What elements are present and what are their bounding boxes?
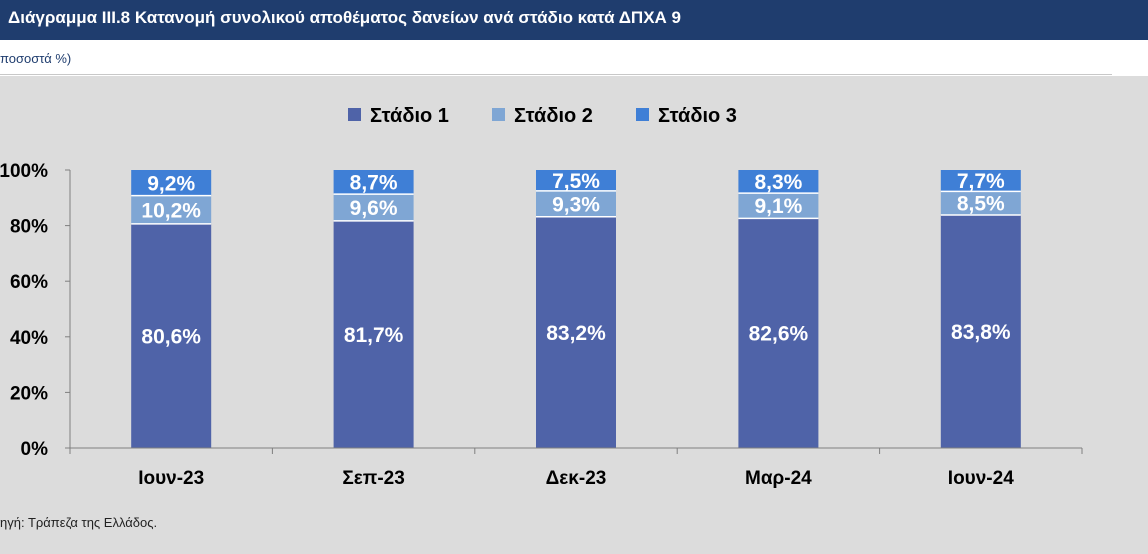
data-label: 9,6%: [350, 197, 398, 220]
bar-segment: [333, 220, 414, 448]
x-tick-label: Ιουν-24: [948, 468, 1014, 489]
x-tick-label: Σεπ-23: [342, 468, 404, 489]
bar-segment: [940, 191, 1021, 216]
data-label: 9,2%: [147, 172, 195, 195]
legend-swatch: [492, 108, 505, 121]
data-label: 10,2%: [141, 199, 201, 222]
data-label: 7,5%: [552, 170, 600, 193]
bar-segment: [738, 218, 819, 448]
data-label: 83,8%: [951, 321, 1011, 344]
legend-swatch: [636, 108, 649, 121]
title-bar: [0, 0, 1148, 40]
chart-title: Διάγραμμα ΙΙΙ.8 Κατανομή συνολικού αποθέ…: [8, 8, 681, 27]
bar-segment: [333, 194, 414, 221]
legend-label: Στάδιο 1: [370, 105, 449, 127]
data-label: 8,7%: [350, 172, 398, 195]
bar-segment: [536, 190, 616, 217]
y-tick-label: 40%: [10, 328, 48, 349]
y-tick-label: 80%: [10, 217, 48, 238]
bar-segment: [536, 170, 616, 191]
bar-segment: [333, 170, 414, 195]
stacked-bar-chart: Στάδιο 1 Στάδιο 2 Στάδιο 3 0% 20% 40% 60% 80% 1…: [0, 105, 1083, 489]
bar-segment: [940, 215, 1021, 448]
subtitle-divider: [0, 74, 1112, 75]
subtitle-bar: [0, 40, 1148, 76]
y-tick-label: 0%: [21, 439, 49, 460]
x-tick-label: Μαρ-24: [745, 468, 812, 489]
bar-segment: [131, 223, 212, 448]
bar-segment: [131, 195, 212, 224]
bars-area: 80,6% 10,2% 9,2% 81,7% 9,6%8,7% 83,2% 9,3%7,5%…: [131, 170, 1021, 448]
data-label: 9,3%: [552, 193, 600, 216]
x-tick-label: Δεκ-23: [546, 468, 607, 489]
data-label: 8,5%: [957, 193, 1005, 216]
x-tick-label: Ιουν-23: [138, 468, 204, 489]
y-axis: 0% 20% 40% 60% 80% 100%: [0, 161, 71, 460]
legend-label: Στάδιο 2: [514, 105, 593, 127]
y-tick-label: 100%: [0, 161, 48, 182]
data-label: 7,7%: [957, 170, 1005, 193]
y-tick-label: 60%: [10, 272, 48, 293]
data-label: 82,6%: [749, 323, 809, 346]
data-label: 9,1%: [754, 195, 802, 218]
data-label: 80,6%: [141, 325, 201, 348]
y-tick-label: 20%: [10, 383, 48, 404]
bar-segment: [131, 170, 212, 196]
legend-swatch: [348, 108, 361, 121]
bar-segment: [536, 216, 616, 448]
x-axis: Ιουν-23 Σεπ-23 Δεκ-23 Μαρ-24 Ιουν-24: [69, 447, 1083, 489]
legend-label: Στάδιο 3: [658, 105, 737, 127]
data-label: 83,2%: [546, 322, 606, 345]
data-label: 81,7%: [344, 324, 404, 347]
bar-segment: [738, 170, 819, 194]
source-note: ηγή: Τράπεζα της Ελλάδος.: [0, 515, 158, 530]
bar-segment: [738, 193, 819, 219]
chart-subtitle: ποσοστά %): [0, 51, 72, 66]
bar-segment: [940, 170, 1021, 192]
chart-legend: Στάδιο 1 Στάδιο 2 Στάδιο 3: [348, 105, 737, 127]
data-label: 8,3%: [754, 171, 802, 194]
